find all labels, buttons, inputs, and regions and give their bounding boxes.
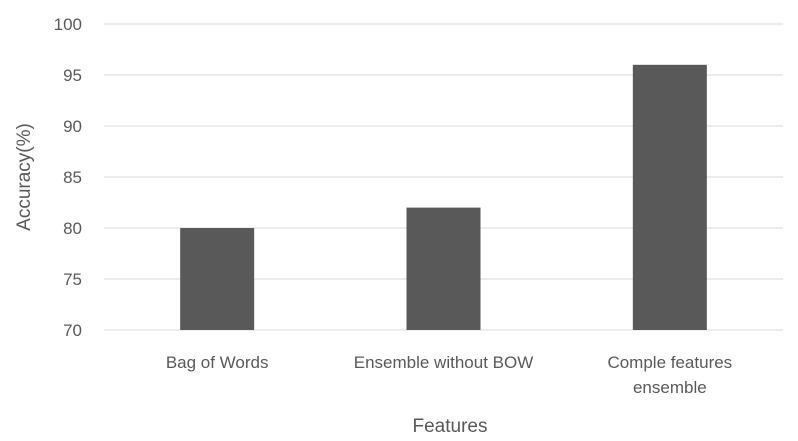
x-axis-title: Features (413, 416, 488, 437)
x-category-label: Comple features (607, 353, 732, 372)
y-tick-label: 75 (63, 270, 82, 289)
x-category-label: Ensemble without BOW (354, 353, 534, 372)
bar-1 (406, 207, 481, 330)
y-tick-label: 70 (63, 321, 82, 340)
bar-0 (180, 228, 255, 330)
x-category-label: ensemble (633, 378, 707, 397)
y-tick-label: 85 (63, 168, 82, 187)
bars (180, 64, 707, 331)
y-tick-label: 95 (63, 66, 82, 85)
x-category-labels: Bag of Words Ensemble without BOW Comple f… (166, 353, 732, 397)
x-category-label: Bag of Words (166, 353, 269, 372)
y-tick-labels: 70 75 80 85 90 95 100 (54, 15, 82, 340)
y-axis-title: Accuracy(%) (14, 123, 35, 231)
y-tick-label: 100 (54, 15, 82, 34)
y-tick-label: 90 (63, 117, 82, 136)
bar-2 (632, 64, 707, 331)
y-tick-label: 80 (63, 219, 82, 238)
